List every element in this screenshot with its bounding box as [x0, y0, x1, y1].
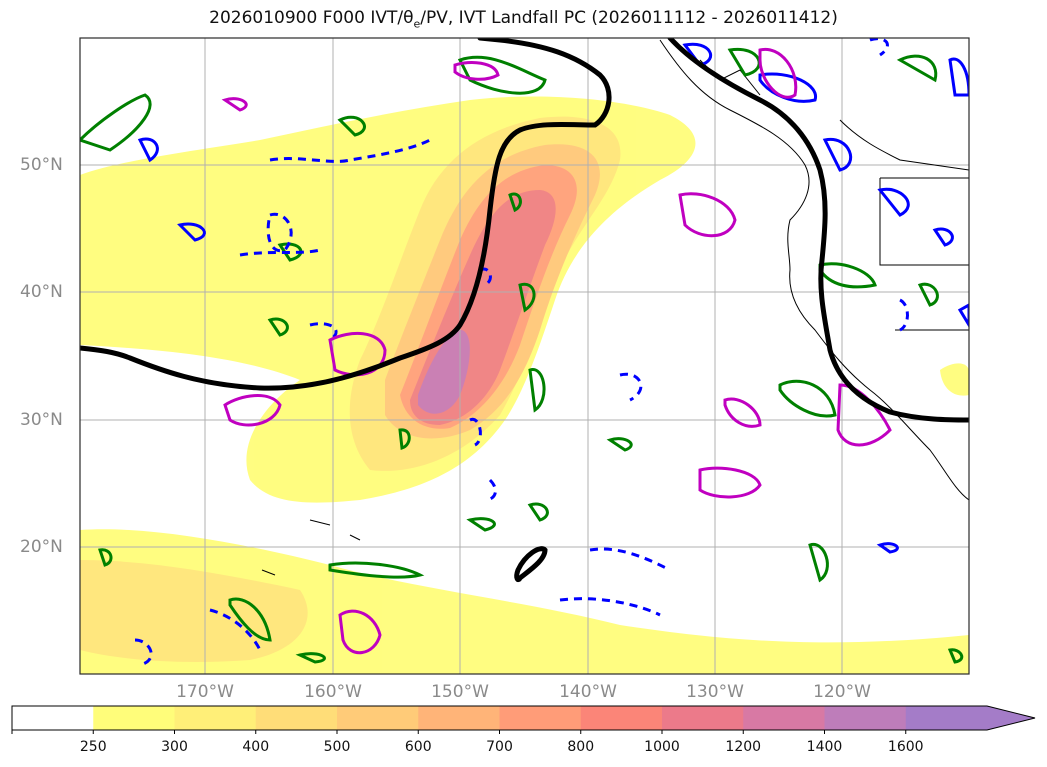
colorbar-swatch	[93, 706, 175, 730]
colorbar-swatch	[418, 706, 500, 730]
colorbar-swatch	[255, 706, 338, 730]
pv-contours-magenta	[221, 47, 892, 655]
lat-label-30n: 30°N	[20, 410, 63, 430]
colorbar-swatch	[824, 706, 907, 730]
ivt-band-250-east	[940, 363, 969, 396]
colorbar-tick-label: 300	[161, 739, 188, 755]
ivt-shading	[80, 96, 969, 674]
theta-e-contours	[80, 38, 969, 583]
lon-label-170w: 170°W	[176, 682, 234, 702]
colorbar-tick-label: 250	[79, 739, 107, 755]
colorbar-tick-label: 600	[404, 739, 432, 755]
lat-label-20n: 20°N	[20, 537, 63, 557]
colorbar-ticks	[11, 730, 907, 734]
lon-label-140w: 140°W	[559, 682, 617, 702]
ivt-band-1400	[418, 330, 470, 414]
colorbar-tick-label: 800	[567, 739, 595, 755]
map-frame	[79, 37, 970, 675]
colorbar-swatches	[12, 706, 1035, 730]
colorbar-tick-label: 1600	[887, 739, 924, 755]
colorbar-swatch	[580, 706, 663, 730]
lon-label-130w: 130°W	[686, 682, 744, 702]
lon-label-120w: 120°W	[813, 682, 871, 702]
colorbar-outline	[11, 705, 1036, 731]
lat-label-40n: 40°N	[20, 282, 63, 302]
ivt-band-250-south	[80, 529, 969, 674]
coastline	[261, 39, 969, 576]
colorbar-tick-label: 400	[242, 739, 270, 755]
colorbar-tick-label: 700	[486, 739, 513, 755]
colorbar-swatch	[499, 706, 582, 730]
lon-label-160w: 160°W	[304, 682, 362, 702]
colorbar-tick-label: 1000	[644, 739, 680, 755]
colorbar-swatch	[337, 706, 419, 730]
lon-label-150w: 150°W	[431, 682, 489, 702]
colorbar-swatch	[174, 706, 257, 730]
pv-contours-blue-dashed	[134, 38, 909, 667]
colorbar-tick-label: 500	[323, 739, 351, 755]
colorbar-swatch	[905, 706, 1035, 730]
colorbar-tick-label: 1400	[806, 739, 843, 755]
pv-contours-green	[80, 47, 964, 664]
colorbar-swatch	[743, 706, 825, 730]
colorbar-swatch	[662, 706, 744, 730]
map-title: 2026010900 F000 IVT/θe/PV, IVT Landfall …	[209, 8, 838, 31]
lat-label-50n: 50°N	[20, 155, 63, 175]
colorbar-swatch	[12, 706, 94, 730]
colorbar-tick-label: 1200	[725, 739, 762, 755]
